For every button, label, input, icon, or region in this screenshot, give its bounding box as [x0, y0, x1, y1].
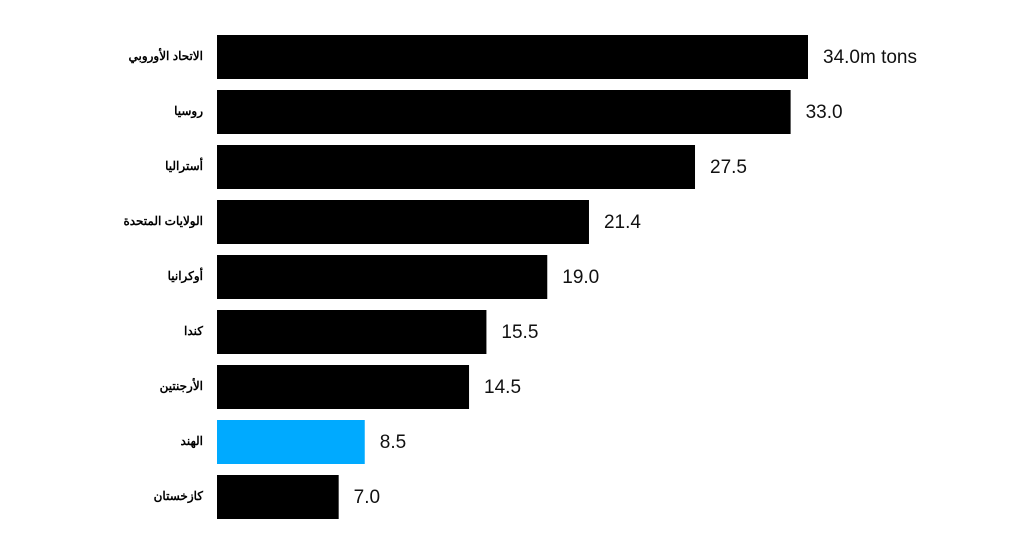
value-label: 27.5 [710, 157, 747, 178]
category-label: الولايات المتحدة [123, 214, 203, 229]
value-label: 33.0 [806, 102, 843, 123]
bar [217, 365, 470, 409]
category-label: الأرجنتين [160, 378, 203, 394]
bar [217, 255, 548, 299]
category-label: كازخستان [154, 489, 204, 504]
bar [217, 420, 365, 464]
category-label: أوكرانيا [168, 268, 203, 284]
bar [217, 35, 808, 79]
bar [217, 90, 791, 134]
category-label: كندا [184, 324, 203, 338]
category-label: روسيا [174, 104, 203, 119]
category-label: الهند [181, 434, 203, 449]
value-label: 15.5 [501, 322, 538, 343]
value-label: 34.0m tons [823, 47, 917, 68]
value-label: 21.4 [604, 212, 641, 233]
value-label: 14.5 [484, 377, 521, 398]
value-label: 8.5 [380, 432, 406, 453]
bar [217, 145, 696, 189]
category-label: أستراليا [165, 158, 203, 174]
category-label: الاتحاد الأوروبي [128, 48, 203, 64]
bar [217, 310, 487, 354]
value-label: 7.0 [354, 487, 380, 508]
value-label: 19.0 [562, 267, 599, 288]
bar [217, 200, 589, 244]
bar [217, 475, 339, 519]
